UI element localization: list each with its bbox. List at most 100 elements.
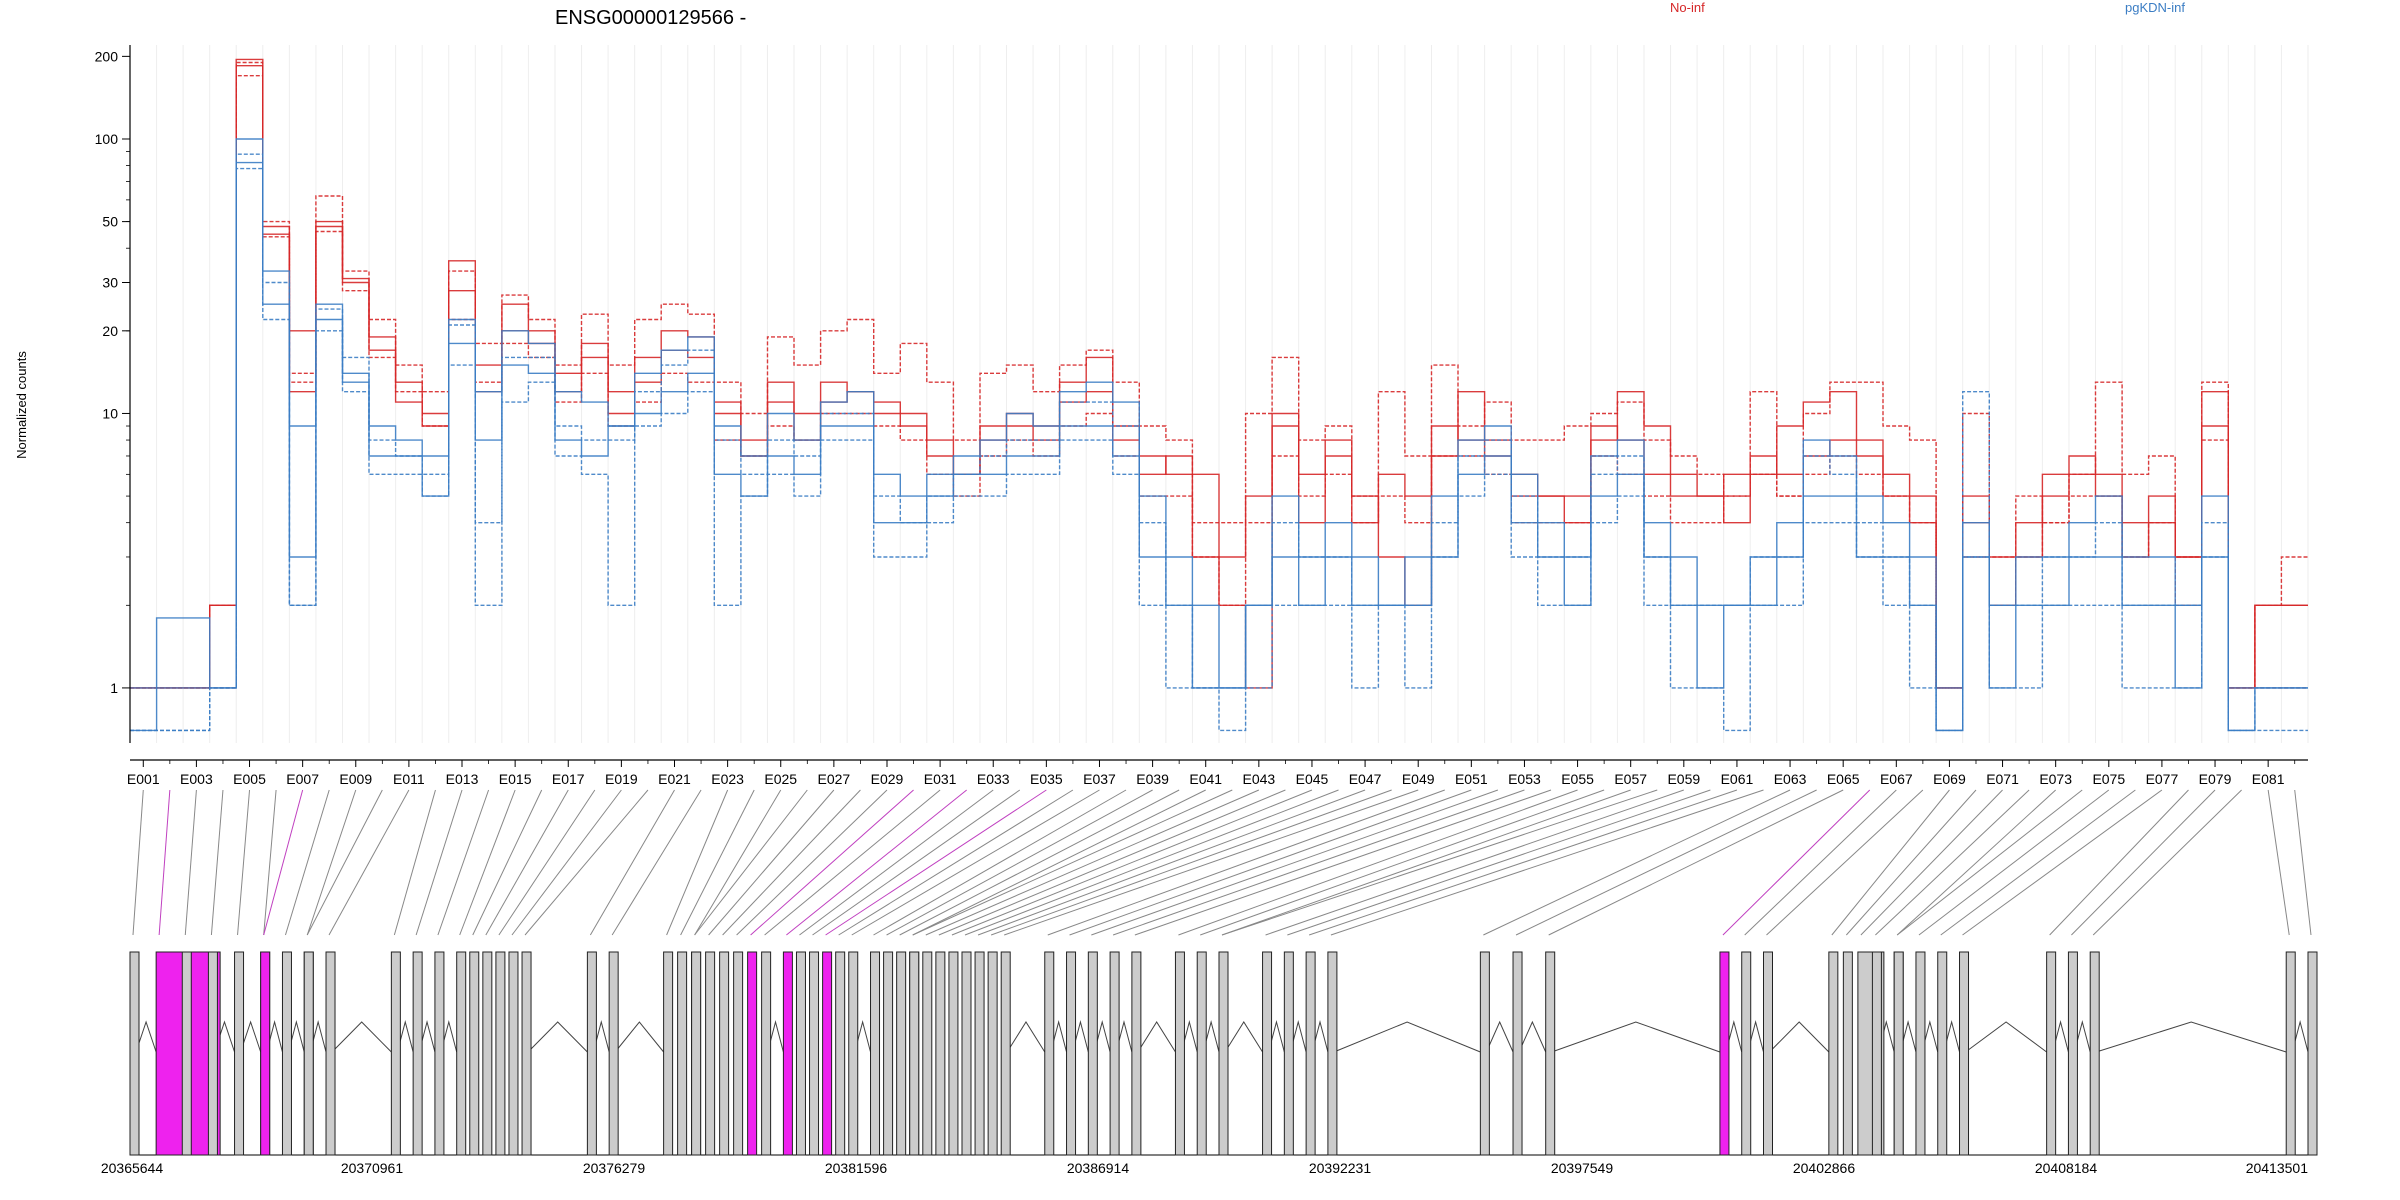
exon-mapping-line <box>851 789 1100 936</box>
exon-block <box>390 951 401 1156</box>
exon-block <box>922 951 933 1156</box>
exon-block <box>1545 951 1556 1156</box>
exon-mapping-line <box>736 789 888 936</box>
intron-connector <box>1006 1021 1046 1053</box>
x-tick-label: E035 <box>1030 771 1063 787</box>
x-tick-label: E073 <box>2039 771 2072 787</box>
exon-block <box>1512 951 1523 1156</box>
exon-block <box>935 951 946 1156</box>
gene-model <box>129 951 2318 1156</box>
x-tick-label: E037 <box>1083 771 1116 787</box>
x-tick-label: E017 <box>552 771 585 787</box>
exon-mapping-line <box>799 789 994 936</box>
x-tick-label: E061 <box>1721 771 1754 787</box>
x-tick-label: E063 <box>1774 771 1807 787</box>
x-tick-label: E051 <box>1455 771 1488 787</box>
exon-mapping-line <box>1265 789 1684 936</box>
exon-mapping-line <box>2267 789 2290 936</box>
y-tick-label: 200 <box>95 48 119 64</box>
x-tick-label: E025 <box>764 771 797 787</box>
exon-mapping-line <box>764 789 941 936</box>
exon-block <box>1044 951 1055 1156</box>
exon-block <box>281 951 292 1156</box>
exon-mapping-line <box>132 789 144 936</box>
intron-connector <box>1965 1021 2047 1053</box>
x-tick-label: E057 <box>1614 771 1647 787</box>
x-tick-label: E079 <box>2199 771 2232 787</box>
exon-block <box>1893 951 1904 1156</box>
x-tick-label: E005 <box>233 771 266 787</box>
x-tick-label: E023 <box>711 771 744 787</box>
exon-mapping-line <box>589 789 675 936</box>
intron-connector <box>1333 1021 1481 1053</box>
exon-mapping-line <box>886 789 1153 936</box>
exon-mapping-line <box>680 789 755 936</box>
x-tick-label: E013 <box>446 771 479 787</box>
y-axis: 1 10 20 30 50 100 200 <box>95 45 131 743</box>
exon-mapping-line <box>838 789 1074 936</box>
exon-mapping-line <box>899 789 1180 936</box>
x-tick-label: E039 <box>1136 771 1169 787</box>
legend-pgkdn-inf: pgKDN-inf <box>2125 0 2185 15</box>
exon-mapping-line <box>210 789 224 936</box>
intron-connector <box>331 1021 392 1053</box>
coordinate-tick-label: 20402866 <box>1793 1160 1856 1176</box>
exon-mapping-line <box>990 789 1392 936</box>
exon-mapping-line <box>951 789 1313 936</box>
coordinate-tick-label: 20370961 <box>341 1160 404 1176</box>
series-line-no-inf-3 <box>130 75 2308 689</box>
coordinate-tick-label: 20381596 <box>825 1160 888 1176</box>
exon-mapping-line <box>1918 789 2110 936</box>
exon-block <box>848 951 859 1156</box>
y-tick-label: 10 <box>102 405 118 421</box>
x-axis-exons: E001 E003 E005 E007 E009 E011 E013 E015 E017 E019… <box>127 759 2308 787</box>
exon-block <box>1763 951 1773 1156</box>
coordinate-tick-label: 20376279 <box>583 1160 646 1176</box>
intron-connector <box>2096 1021 2287 1053</box>
exon-block <box>719 951 730 1156</box>
exon-mapping-line <box>938 789 1286 936</box>
exon-mapping-line <box>786 789 967 936</box>
x-tick-label: E019 <box>605 771 638 787</box>
x-tick-label: E011 <box>393 771 425 787</box>
intron-connector <box>527 1021 588 1053</box>
exon-block-highlighted <box>782 951 793 1156</box>
exon-mapping-line <box>1004 789 1419 936</box>
exon-mapping-line <box>722 789 861 936</box>
exon-block <box>325 951 336 1156</box>
x-tick-label: E029 <box>871 771 904 787</box>
exon-block <box>1218 951 1229 1156</box>
exon-mapping-line <box>1766 789 1924 936</box>
intron-connector <box>614 1021 664 1053</box>
intron-connector <box>1551 1021 1721 1053</box>
intron-connector <box>1224 1021 1263 1053</box>
exon-mapping-line <box>1178 789 1578 936</box>
exon-block <box>663 951 674 1156</box>
x-tick-label: E053 <box>1508 771 1541 787</box>
coordinate-tick-label: 20392231 <box>1309 1160 1372 1176</box>
exon-mapping-line <box>1112 789 1525 936</box>
coordinate-tick-label: 20386914 <box>1067 1160 1130 1176</box>
exon-mapping-line <box>873 789 1127 936</box>
x-tick-label: E077 <box>2146 771 2179 787</box>
y-tick-label: 50 <box>102 214 118 230</box>
exon-block <box>691 951 702 1156</box>
y-tick-label: 100 <box>95 131 119 147</box>
exon-block <box>508 951 519 1156</box>
coordinate-tick-label: 20365644 <box>101 1160 164 1176</box>
x-tick-label: E021 <box>658 771 691 787</box>
exon-mapping-line <box>1287 789 1711 936</box>
x-tick-label: E075 <box>2092 771 2125 787</box>
exon-mapping-line <box>812 789 1021 936</box>
y-tick-label: 1 <box>110 680 118 696</box>
x-tick-label: E009 <box>339 771 372 787</box>
exon-mapping-line <box>284 789 330 936</box>
intron-connector <box>1769 1021 1830 1053</box>
exon-block-highlighted <box>260 951 271 1156</box>
x-tick-label: E071 <box>1986 771 2019 787</box>
exon-mapping-line <box>1548 789 1844 936</box>
exon-block <box>234 951 245 1156</box>
intron-connector <box>1485 1020 1514 1053</box>
exon-mapping-line <box>328 789 410 936</box>
